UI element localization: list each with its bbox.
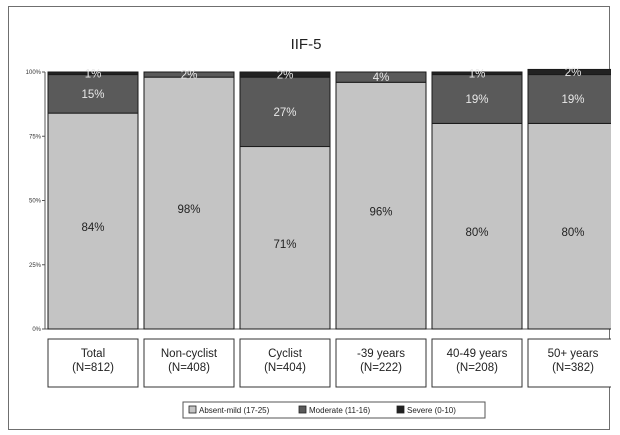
data-label: 1%: [469, 68, 486, 80]
data-label: 19%: [561, 94, 584, 106]
category-box: [431, 338, 523, 388]
data-label: 2%: [181, 70, 198, 82]
stacked-bar-chart: IIF-5 0% 25% 50% 75% 100% 84% 15% 1% 98% 2% 71% 27…: [26, 36, 611, 419]
legend-label: Severe (0-10): [407, 406, 456, 415]
bar-segment: [47, 71, 139, 76]
category-label: Non-cyclist: [161, 348, 218, 360]
data-label: 2%: [565, 67, 582, 79]
data-label: 80%: [465, 227, 488, 239]
bar-segment: [143, 71, 235, 78]
y-tick-label: 100%: [26, 70, 42, 76]
bar-segment: [239, 71, 331, 78]
y-tick-label: 25%: [29, 263, 42, 269]
data-label: 80%: [561, 227, 584, 239]
bar-segment: [239, 146, 331, 330]
bars: 84% 15% 1% 98% 2% 71% 27% 2% 96% 4% 80% 19% 1% 80% 19%…: [47, 67, 611, 330]
category-label: Total: [81, 348, 105, 360]
legend-swatch: [298, 405, 307, 414]
category-label: 50+ years: [548, 348, 599, 360]
data-label: 71%: [273, 239, 296, 251]
category-label: (N=812): [72, 362, 114, 374]
data-label: 27%: [273, 107, 296, 119]
bar-segment: [431, 71, 523, 76]
bar-segment: [335, 81, 427, 330]
data-label: 1%: [85, 68, 102, 80]
category-labels: Total (N=812) Non-cyclist (N=408) Cyclist (N=…: [47, 338, 611, 388]
data-label: 84%: [81, 222, 104, 234]
category-box: [239, 338, 331, 388]
category-box: [47, 338, 139, 388]
category-label: (N=222): [360, 362, 402, 374]
legend-swatch: [396, 405, 405, 414]
data-label: 96%: [369, 207, 392, 219]
category-label: (N=404): [264, 362, 306, 374]
legend-box: [182, 401, 486, 419]
bar-segment: [47, 112, 139, 330]
data-label: 2%: [277, 70, 294, 82]
data-label: 19%: [465, 94, 488, 106]
category-label: (N=208): [456, 362, 498, 374]
bar-segment: [527, 122, 611, 330]
category-label: -39 years: [357, 348, 405, 360]
bar-segment: [431, 74, 523, 124]
bar-segment: [143, 76, 235, 330]
category-label: 40-49 years: [447, 348, 508, 360]
category-label: Cyclist: [268, 348, 303, 360]
y-tick-label: 0%: [32, 327, 41, 333]
category-box: [527, 338, 611, 388]
legend-swatch: [188, 405, 197, 414]
bar-segment: [431, 122, 523, 330]
category-label: (N=382): [552, 362, 594, 374]
chart-frame: IIF-5 0% 25% 50% 75% 100% 84% 15% 1% 98% 2% 71% 27…: [8, 6, 611, 430]
legend-label: Absent-mild (17-25): [199, 406, 270, 415]
category-box: [143, 338, 235, 388]
category-box: [335, 338, 427, 388]
data-label: 15%: [81, 89, 104, 101]
y-tick-label: 50%: [29, 199, 42, 205]
legend-label: Moderate (11-16): [309, 406, 371, 415]
bar-segment: [527, 68, 611, 76]
bar-segment: [335, 71, 427, 83]
legend: Absent-mild (17-25) Moderate (11-16) Sever…: [182, 401, 486, 419]
data-label: 98%: [177, 204, 200, 216]
chart-title: IIF-5: [291, 36, 322, 53]
y-axis: 0% 25% 50% 75% 100%: [26, 70, 611, 333]
data-label: 4%: [373, 72, 390, 84]
y-tick-label: 75%: [29, 134, 42, 140]
category-label: (N=408): [168, 362, 210, 374]
